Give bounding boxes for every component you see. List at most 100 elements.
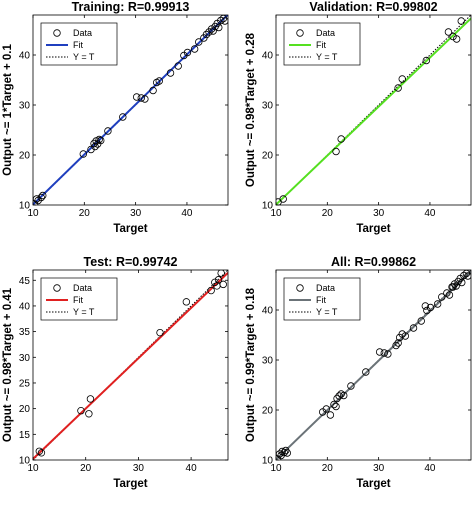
data-point — [95, 135, 103, 144]
x-axis-label: Target — [356, 223, 390, 235]
legend: Data Fit Y = T — [40, 22, 118, 66]
data-point — [155, 77, 163, 85]
data-point — [35, 447, 44, 455]
data-point — [464, 272, 471, 280]
data-point — [422, 56, 431, 65]
data-point — [380, 349, 388, 357]
legend-marker-data — [296, 284, 304, 292]
plot-lines — [33, 15, 228, 205]
y-axis-label: Output ~= 1*Target + 0.1 — [2, 44, 14, 176]
y-tick-label: 40 — [262, 51, 274, 62]
x-axis-label: Target — [113, 478, 147, 490]
x-tick-label: 10 — [270, 208, 282, 219]
x-tick-label: 40 — [181, 208, 193, 219]
y-tick-label: 20 — [19, 151, 31, 162]
legend-label: Y = T — [73, 307, 95, 317]
data-point — [409, 324, 418, 332]
x-tick-label: 10 — [27, 463, 39, 474]
data-point — [85, 410, 93, 418]
x-tick-label: 20 — [322, 208, 334, 219]
chart-panel-1: 10 20 30 40 10 20 30 40 Training: R=0.99913 Targe… — [2, 0, 229, 235]
fit-line — [276, 17, 471, 205]
y-tick-label: 30 — [19, 353, 31, 364]
y-tick-label: 40 — [262, 306, 274, 317]
legend-label: Fit — [73, 40, 83, 50]
data-point — [452, 282, 460, 290]
data-point — [333, 394, 341, 403]
legend-marker-data — [296, 29, 304, 37]
x-tick-label: 30 — [373, 463, 385, 474]
data-point — [166, 69, 175, 77]
data-point — [141, 95, 149, 103]
data-point — [330, 400, 338, 409]
data-point — [433, 300, 442, 308]
y-tick-label: 40 — [19, 51, 31, 62]
data-point — [217, 270, 225, 277]
data-point — [279, 195, 287, 203]
data-point — [183, 48, 192, 57]
y-tick-label: 30 — [262, 101, 274, 112]
data-point — [37, 193, 45, 202]
axes-box — [275, 269, 472, 461]
legend-label: Y = T — [316, 52, 338, 62]
data-point — [326, 411, 335, 419]
data-point — [149, 86, 157, 95]
axes-box — [32, 14, 229, 206]
data-point — [443, 289, 451, 297]
data-point — [214, 276, 223, 284]
y-tick-label: 10 — [262, 456, 274, 467]
data-point — [421, 302, 430, 310]
y-tick-label: 45 — [19, 276, 31, 287]
data-point — [91, 142, 99, 151]
x-tick-label: 10 — [27, 208, 39, 219]
x-tick-label: 20 — [80, 463, 92, 474]
y-tick-label: 15 — [19, 430, 31, 441]
data-point — [221, 17, 228, 25]
plot-lines — [276, 270, 471, 460]
data-point — [444, 28, 453, 36]
plot-lines — [276, 15, 471, 205]
y-tick-label: 25 — [19, 378, 31, 389]
legend-marker-data — [53, 29, 61, 37]
y-tick-label: 30 — [19, 101, 31, 112]
data-point — [182, 298, 191, 306]
data-point — [384, 350, 392, 358]
data-point — [394, 84, 402, 92]
data-point — [438, 293, 446, 301]
chart-panel-3: 10 20 30 40 10 15 20 25 30 35 40 45 Test: R=0.99742 T… — [2, 255, 229, 490]
x-axis-label: Target — [356, 478, 390, 490]
data-point — [398, 75, 406, 83]
data-point — [362, 368, 370, 376]
plot-lines — [33, 270, 228, 460]
x-tick-label: 40 — [424, 463, 436, 474]
legend: Data Fit Y = T — [283, 22, 361, 66]
data-point — [460, 271, 468, 280]
data-point — [137, 94, 145, 102]
chart-panel-4: 10 20 30 40 10 20 30 40 All: R=0.99862 Target Outp… — [245, 255, 472, 490]
data-point — [77, 407, 85, 415]
data-point — [280, 448, 288, 457]
data-point — [215, 23, 223, 32]
x-tick-label: 10 — [270, 463, 282, 474]
x-axis-label: Target — [113, 223, 147, 235]
data-point — [174, 62, 182, 70]
legend-label: Data — [316, 28, 335, 38]
fit-line — [33, 271, 228, 460]
data-point — [426, 303, 435, 312]
data-point — [445, 291, 454, 299]
data-point — [332, 402, 340, 411]
y-tick-label: 30 — [262, 356, 274, 367]
data-point — [394, 339, 402, 347]
data-point — [195, 38, 203, 46]
chart-title: Training: R=0.99913 — [72, 0, 190, 14]
axes-box — [32, 269, 229, 461]
data-point — [332, 147, 340, 156]
data-point — [401, 332, 410, 340]
legend: Data Fit Y = T — [283, 277, 361, 321]
legend-label: Fit — [73, 295, 83, 305]
legend-label: Fit — [316, 295, 326, 305]
x-tick-label: 30 — [373, 208, 385, 219]
y-axis-label: Output ~= 0.98*Target + 0.41 — [2, 287, 14, 442]
data-point — [347, 382, 355, 390]
